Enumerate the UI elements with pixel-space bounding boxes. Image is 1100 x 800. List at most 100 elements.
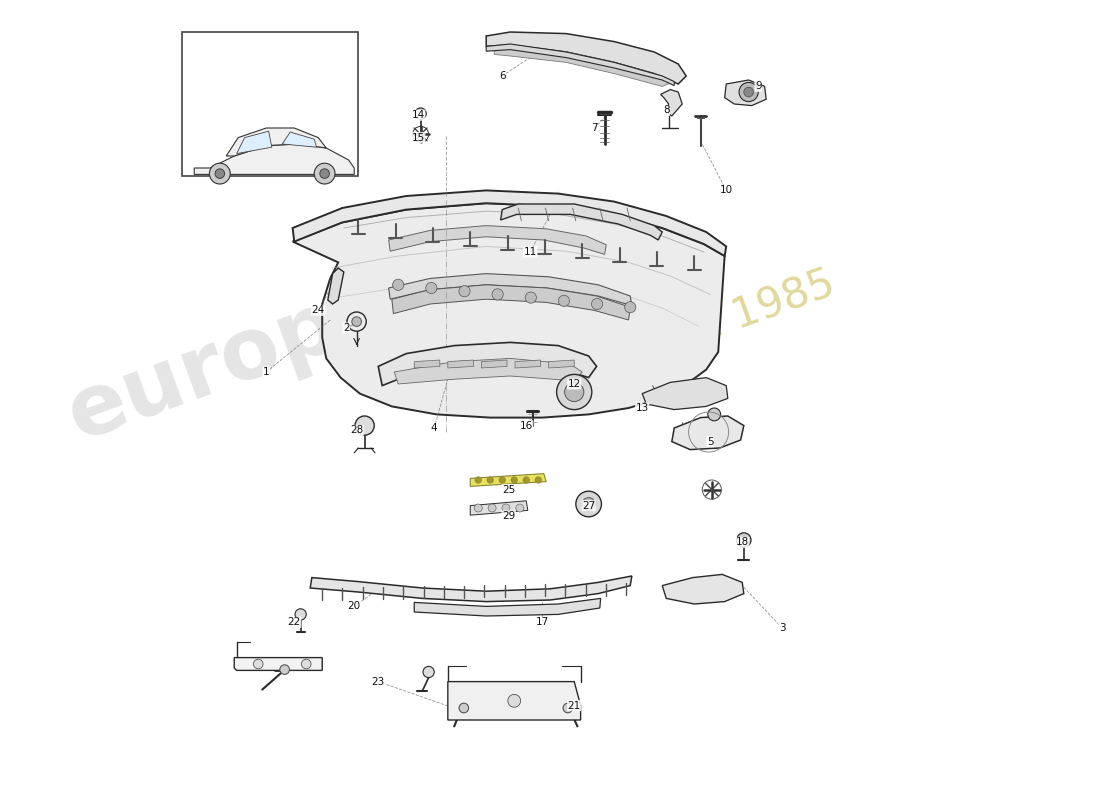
Text: 1: 1 xyxy=(263,367,270,377)
Text: 15: 15 xyxy=(411,133,425,142)
Text: 21: 21 xyxy=(568,701,581,710)
Text: 2: 2 xyxy=(343,323,350,333)
Circle shape xyxy=(575,491,602,517)
Text: 5: 5 xyxy=(707,437,714,446)
Text: a passion for: a passion for xyxy=(339,184,569,296)
Text: 27: 27 xyxy=(582,501,595,510)
Circle shape xyxy=(475,477,482,483)
Polygon shape xyxy=(470,501,528,515)
Text: 10: 10 xyxy=(719,186,733,195)
Polygon shape xyxy=(227,128,327,156)
Circle shape xyxy=(522,477,529,483)
Polygon shape xyxy=(234,658,322,670)
Circle shape xyxy=(320,169,329,178)
Circle shape xyxy=(512,477,517,483)
Polygon shape xyxy=(195,144,354,174)
Text: 18: 18 xyxy=(736,538,749,547)
Circle shape xyxy=(279,665,289,674)
Polygon shape xyxy=(388,274,631,306)
Text: 4: 4 xyxy=(431,423,438,433)
Circle shape xyxy=(564,382,584,402)
Circle shape xyxy=(516,504,524,512)
Text: 3: 3 xyxy=(779,623,785,633)
Circle shape xyxy=(557,374,592,410)
Polygon shape xyxy=(293,190,726,256)
Circle shape xyxy=(214,169,224,178)
Circle shape xyxy=(737,533,751,547)
Circle shape xyxy=(209,163,230,184)
Circle shape xyxy=(301,659,311,669)
Circle shape xyxy=(487,477,494,483)
Polygon shape xyxy=(236,131,272,154)
Polygon shape xyxy=(448,682,581,720)
Circle shape xyxy=(535,477,541,483)
Circle shape xyxy=(424,666,434,678)
Text: 22: 22 xyxy=(287,618,301,627)
Text: 29: 29 xyxy=(502,511,515,521)
Circle shape xyxy=(474,504,482,512)
Polygon shape xyxy=(328,268,344,304)
Text: 11: 11 xyxy=(524,247,537,257)
Polygon shape xyxy=(486,44,674,86)
Circle shape xyxy=(559,295,570,306)
Circle shape xyxy=(393,279,404,290)
Text: since 1985: since 1985 xyxy=(613,262,840,378)
Circle shape xyxy=(508,694,520,707)
Circle shape xyxy=(739,82,758,102)
Circle shape xyxy=(582,498,595,510)
Circle shape xyxy=(525,292,537,303)
Polygon shape xyxy=(392,285,630,320)
Circle shape xyxy=(253,659,263,669)
Polygon shape xyxy=(415,598,601,616)
Text: 7: 7 xyxy=(591,123,597,133)
Polygon shape xyxy=(388,226,606,254)
Text: 12: 12 xyxy=(568,379,581,389)
Polygon shape xyxy=(415,360,440,368)
Circle shape xyxy=(563,703,573,713)
Text: 25: 25 xyxy=(502,485,515,494)
Polygon shape xyxy=(470,474,547,486)
Text: 16: 16 xyxy=(519,421,532,430)
Circle shape xyxy=(459,286,470,297)
Circle shape xyxy=(499,477,505,483)
Text: 23: 23 xyxy=(372,677,385,686)
Polygon shape xyxy=(494,46,674,86)
Polygon shape xyxy=(642,378,728,410)
Circle shape xyxy=(707,408,721,421)
FancyBboxPatch shape xyxy=(183,32,359,176)
Circle shape xyxy=(426,282,437,294)
Circle shape xyxy=(315,163,336,184)
Polygon shape xyxy=(486,32,686,84)
Text: 28: 28 xyxy=(350,426,363,435)
Polygon shape xyxy=(500,204,662,240)
Polygon shape xyxy=(672,416,744,450)
Circle shape xyxy=(592,298,603,310)
Circle shape xyxy=(459,703,469,713)
Text: 6: 6 xyxy=(499,71,506,81)
Text: 13: 13 xyxy=(636,403,649,413)
Circle shape xyxy=(295,609,306,620)
Circle shape xyxy=(352,317,362,326)
Polygon shape xyxy=(283,132,317,147)
Polygon shape xyxy=(310,576,631,602)
Text: 8: 8 xyxy=(663,106,670,115)
Circle shape xyxy=(488,504,496,512)
Text: 24: 24 xyxy=(311,306,324,315)
Polygon shape xyxy=(448,360,473,368)
Polygon shape xyxy=(662,574,744,604)
Circle shape xyxy=(502,504,510,512)
Polygon shape xyxy=(725,80,767,106)
Polygon shape xyxy=(515,360,540,368)
Polygon shape xyxy=(394,358,582,384)
Text: 14: 14 xyxy=(411,110,425,120)
Circle shape xyxy=(492,289,504,300)
Circle shape xyxy=(415,108,426,119)
Polygon shape xyxy=(661,90,682,116)
Polygon shape xyxy=(378,342,596,386)
Polygon shape xyxy=(293,203,725,418)
Text: 17: 17 xyxy=(536,618,549,627)
Polygon shape xyxy=(482,360,507,368)
Text: europes: europes xyxy=(55,246,453,458)
Circle shape xyxy=(355,416,374,435)
Circle shape xyxy=(744,87,754,97)
